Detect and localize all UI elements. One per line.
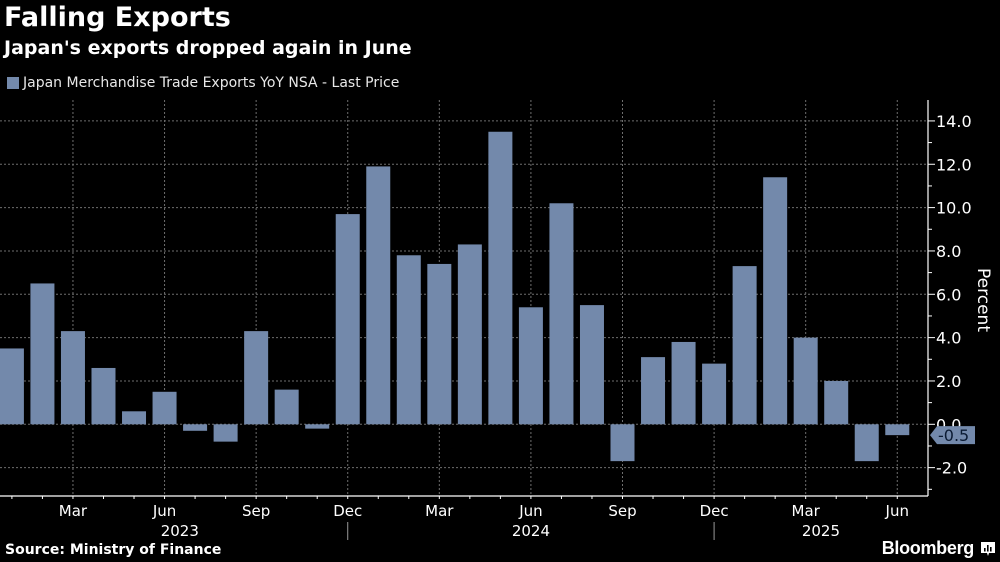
legend: Japan Merchandise Trade Exports YoY NSA … [7, 75, 399, 91]
chart-subtitle: Japan's exports dropped again in June [4, 37, 412, 59]
bar [396, 255, 421, 425]
brand-name: Bloomberg [881, 538, 975, 558]
last-value-label: -0.5 [938, 426, 969, 445]
x-tick-label: Jun [885, 502, 909, 520]
y-axis-label: Percent [973, 268, 993, 332]
x-tick-label: Dec [700, 502, 729, 520]
bar [641, 357, 666, 425]
bar [793, 337, 818, 425]
bloomberg-chart-icon [981, 541, 995, 556]
source-note: Source: Ministry of Finance [5, 542, 222, 558]
bar [549, 203, 574, 425]
last-value-marker: -0.5 [930, 426, 975, 445]
bar [213, 424, 238, 442]
bar [366, 166, 391, 425]
x-axis-ticks: Mar Jun Sep Dec Mar Jun Sep Dec Mar Jun 2023 2024 20… [11, 496, 909, 540]
bar [274, 389, 299, 425]
bloomberg-logo: Bloomberg [882, 538, 996, 559]
bar [518, 307, 543, 425]
bar [244, 331, 269, 425]
x-tick-label: Mar [792, 502, 821, 520]
bar [335, 214, 360, 425]
x-tick-label: Mar [59, 502, 88, 520]
bar [0, 348, 24, 425]
y-tick-label: 4.0 [936, 329, 961, 348]
bar [152, 391, 177, 425]
x-tick-label: Dec [333, 502, 362, 520]
bar [60, 331, 85, 425]
bar [885, 424, 910, 436]
x-tick-label: Sep [608, 502, 636, 520]
y-tick-label: 12.0 [936, 155, 972, 174]
y-tick-label: 10.0 [936, 199, 972, 218]
bar [854, 424, 879, 462]
x-tick-label: Sep [242, 502, 270, 520]
bar [427, 263, 452, 425]
bar [91, 367, 116, 425]
last-value-badge [930, 426, 975, 445]
x-tick-label: Mar [425, 502, 454, 520]
y-tick-label: 2.0 [936, 372, 961, 391]
bar [824, 380, 849, 425]
bar [305, 424, 330, 429]
bar [30, 283, 55, 425]
bar [579, 305, 604, 425]
bar [763, 177, 788, 425]
y-tick-label: 14.0 [936, 112, 972, 131]
x-year-label: 2023 [161, 522, 199, 540]
bar [122, 411, 147, 425]
y-tick-label: 8.0 [936, 242, 961, 261]
axes [0, 100, 929, 497]
x-tick-label: Jun [518, 502, 542, 520]
bar [702, 363, 727, 425]
bar [457, 244, 482, 425]
bar [732, 266, 757, 425]
x-year-label: 2024 [512, 522, 550, 540]
x-year-label: 2025 [802, 522, 840, 540]
y-axis-ticks: -2.00.02.04.06.08.010.012.014.0 [928, 112, 972, 490]
bar [183, 424, 208, 431]
y-tick-label: 6.0 [936, 285, 961, 304]
bars [0, 131, 910, 462]
y-tick-label: -2.0 [936, 459, 967, 478]
x-tick-label: Jun [152, 502, 176, 520]
chart-title: Falling Exports [4, 2, 231, 33]
legend-swatch [7, 77, 19, 89]
legend-label: Japan Merchandise Trade Exports YoY NSA … [23, 75, 400, 91]
bar [610, 424, 635, 462]
bar [488, 131, 513, 425]
bar [671, 341, 696, 425]
